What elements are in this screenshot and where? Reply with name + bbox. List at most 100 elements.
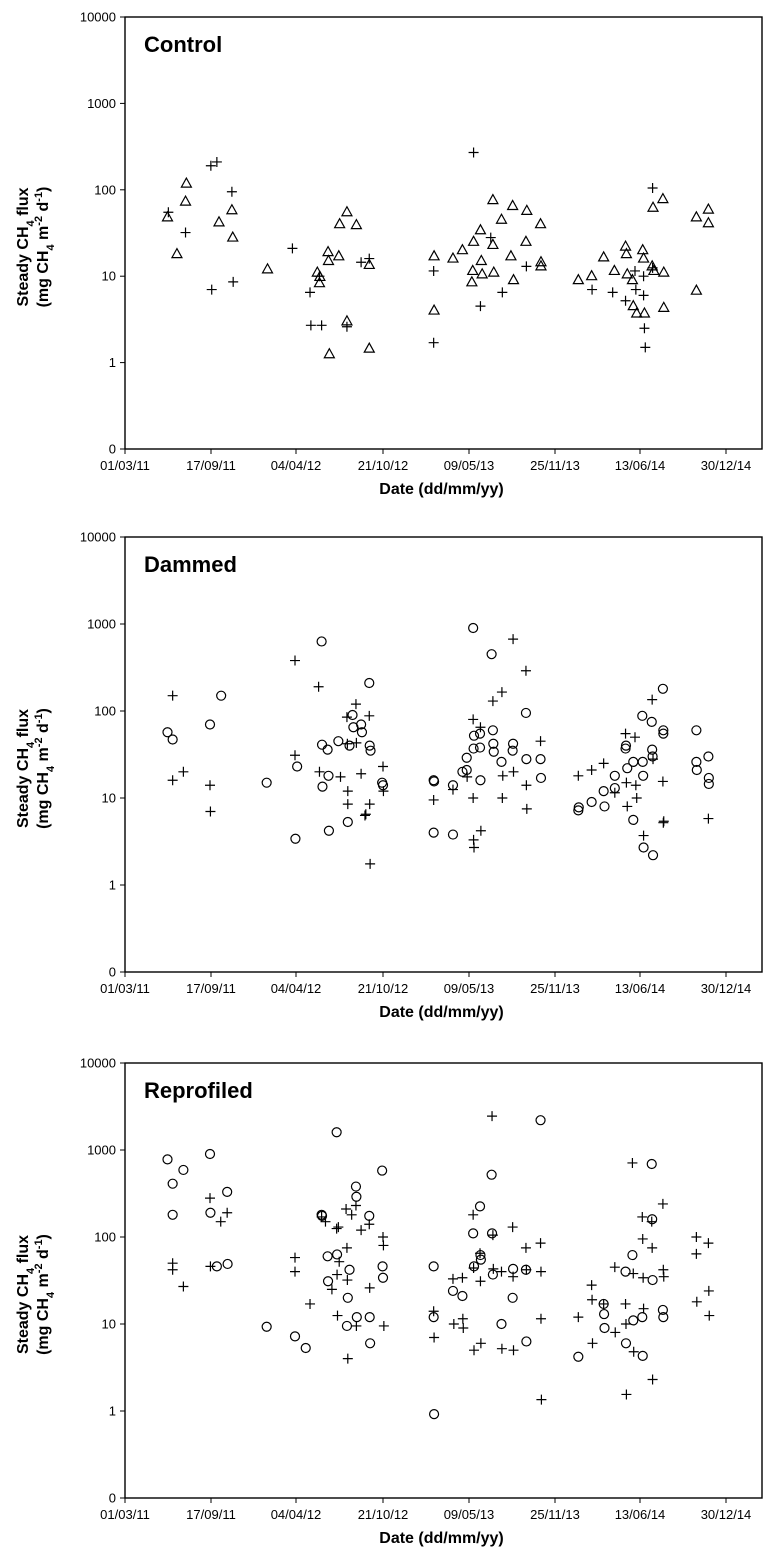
data-point-triangle — [465, 275, 478, 287]
data-point-plus — [289, 1266, 300, 1277]
data-point-plus — [508, 1345, 519, 1356]
data-point-plus — [468, 1209, 479, 1220]
data-point-circle — [351, 1191, 362, 1202]
data-point-plus — [639, 323, 650, 334]
data-point-circle — [365, 745, 376, 756]
data-point-plus — [657, 1198, 668, 1209]
data-point-plus — [457, 1272, 468, 1283]
data-point-plus — [609, 1262, 620, 1273]
y-axis-label-line1: Steady CH4 flux — [15, 1235, 37, 1354]
data-point-plus — [341, 321, 352, 332]
data-point-plus — [458, 1322, 469, 1333]
plot-frame — [124, 16, 763, 450]
data-point-circle — [496, 1318, 507, 1330]
data-point-circle — [647, 1274, 658, 1286]
data-point-circle — [488, 746, 499, 757]
x-tick-label: 25/11/13 — [530, 981, 580, 996]
data-point-plus — [703, 1285, 714, 1296]
data-point-plus — [364, 253, 375, 264]
x-tick-label: 17/09/11 — [186, 1507, 236, 1522]
data-point-circle — [447, 829, 459, 840]
data-point-plus — [289, 750, 300, 761]
data-point-circle — [620, 740, 632, 751]
data-point-plus — [429, 1332, 440, 1343]
data-point-circle — [486, 1169, 497, 1180]
data-point-triangle — [690, 283, 703, 295]
data-point-triangle — [322, 254, 335, 266]
data-point-circle — [204, 719, 216, 730]
data-point-circle — [573, 802, 584, 813]
data-point-circle — [468, 730, 480, 741]
data-point-plus — [586, 1280, 597, 1291]
y-tick-label: 0 — [109, 442, 116, 457]
data-point-plus — [475, 301, 486, 312]
data-point-triangle — [585, 269, 598, 281]
data-point-plus — [657, 776, 668, 787]
data-point-circle — [496, 756, 507, 767]
data-point-triangle — [466, 264, 479, 276]
data-point-plus — [448, 1319, 459, 1329]
data-point-plus — [364, 799, 375, 810]
data-point-circle — [167, 1178, 178, 1189]
data-point-circle — [474, 1201, 486, 1212]
series-plus — [167, 634, 714, 869]
data-point-triangle — [363, 258, 376, 270]
data-point-plus — [497, 287, 508, 298]
x-axis-label: Date (dd/mm/yy) — [379, 1004, 503, 1021]
data-point-circle — [598, 1308, 610, 1320]
data-point-triangle — [520, 204, 533, 215]
data-point-circle — [344, 1264, 355, 1275]
data-point-plus — [630, 284, 641, 295]
data-point-triangle — [636, 243, 649, 255]
x-tick-label: 09/05/13 — [444, 458, 495, 473]
data-point-circle — [691, 725, 702, 736]
data-point-plus — [205, 1261, 216, 1272]
data-point-plus — [447, 1273, 458, 1284]
data-point-plus — [638, 271, 649, 282]
data-point-plus — [228, 276, 239, 287]
data-point-plus — [521, 1264, 532, 1275]
data-point-plus — [305, 320, 316, 331]
data-point-circle — [364, 677, 375, 689]
data-point-circle — [622, 763, 633, 774]
data-point-plus — [487, 1111, 498, 1122]
data-point-circle — [322, 744, 333, 755]
data-point-plus — [646, 1216, 657, 1227]
data-point-plus — [289, 1252, 300, 1263]
data-point-plus — [178, 1281, 189, 1292]
data-point-circle — [586, 796, 597, 808]
data-point-plus — [305, 287, 316, 298]
data-point-plus — [658, 1271, 669, 1282]
data-point-plus — [178, 766, 189, 777]
data-point-plus — [629, 732, 640, 743]
data-point-plus — [487, 696, 498, 707]
panel-title: Dammed — [144, 552, 237, 577]
data-point-plus — [356, 768, 367, 779]
data-point-triangle — [702, 216, 715, 228]
data-point-triangle — [626, 273, 639, 285]
data-point-triangle — [428, 303, 441, 315]
data-point-plus — [204, 1193, 215, 1204]
y-tick-label: 1000 — [87, 617, 116, 632]
data-point-plus — [658, 816, 669, 827]
data-point-plus — [316, 320, 327, 331]
data-point-plus — [627, 1157, 638, 1168]
data-point-circle — [599, 801, 610, 812]
series-circle — [162, 1115, 669, 1420]
data-point-plus — [163, 207, 174, 218]
data-point-plus — [508, 766, 519, 777]
data-point-circle — [620, 1266, 631, 1277]
data-point-triangle — [620, 247, 633, 259]
data-point-plus — [428, 794, 439, 805]
data-point-circle — [377, 1165, 388, 1176]
data-point-plus — [341, 1242, 352, 1253]
data-point-circle — [317, 781, 328, 792]
data-point-plus — [364, 1282, 375, 1293]
data-point-circle — [507, 738, 519, 749]
data-point-circle — [573, 1351, 584, 1362]
data-point-circle — [322, 1276, 334, 1287]
data-point-plus — [205, 806, 216, 817]
data-point-circle — [331, 1127, 342, 1138]
data-point-triangle — [486, 193, 499, 205]
panel-title: Control — [144, 32, 222, 57]
